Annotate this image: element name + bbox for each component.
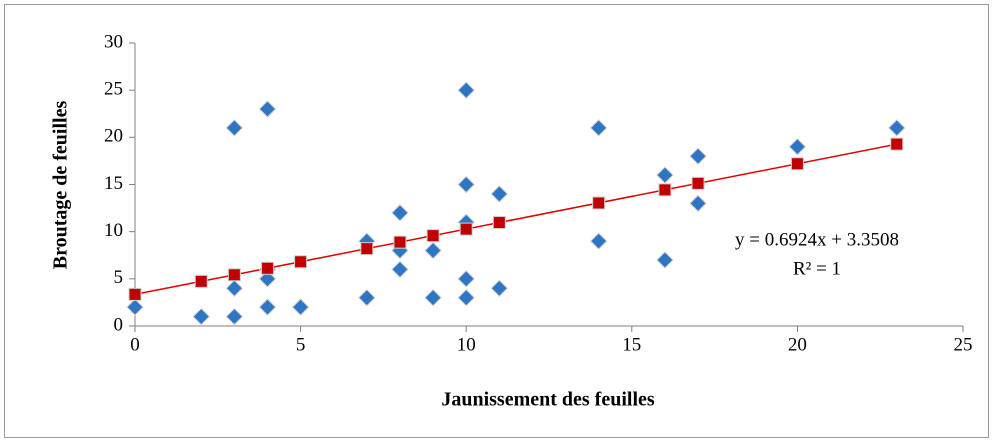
y-tick-label: 15	[104, 173, 123, 194]
data-point	[589, 119, 608, 137]
data-point	[424, 288, 442, 307]
y-tick-label: 20	[104, 126, 123, 147]
data-point	[656, 166, 674, 184]
data-point	[258, 270, 277, 288]
data-point	[225, 279, 244, 297]
data-point	[258, 298, 277, 316]
x-tick-label: 0	[130, 334, 140, 355]
data-point	[291, 298, 310, 316]
data-point	[788, 138, 807, 156]
data-point	[391, 260, 409, 279]
x-tick-label: 15	[622, 334, 641, 355]
x-tick-label: 25	[954, 334, 973, 355]
data-point	[258, 100, 277, 118]
fitted-point	[393, 235, 407, 249]
data-point	[457, 270, 475, 288]
data-point	[126, 298, 144, 316]
data-point	[490, 185, 509, 203]
data-point	[689, 194, 707, 213]
data-point	[888, 119, 906, 137]
fitted-point	[658, 183, 672, 197]
fitted-point	[691, 176, 705, 190]
data-point	[192, 307, 210, 326]
data-point	[225, 307, 244, 326]
fitted-point	[890, 137, 904, 151]
data-point	[589, 232, 608, 250]
fitted-point	[592, 196, 606, 210]
y-axis-title: Broutage de feuilles	[50, 101, 72, 270]
y-tick-label: 5	[114, 267, 124, 288]
data-point	[424, 241, 442, 260]
fitted-point	[128, 287, 142, 301]
fitted-point	[426, 229, 440, 243]
fitted-point	[194, 274, 208, 288]
fitted-point	[227, 268, 241, 282]
data-point	[656, 251, 674, 269]
fitted-point	[360, 242, 374, 256]
fitted-point	[492, 216, 506, 230]
equation: y = 0.6924x + 3.3508	[735, 229, 899, 250]
y-tick-label: 0	[114, 314, 124, 335]
data-point	[490, 279, 509, 297]
r-squared: R² = 1	[793, 258, 841, 279]
data-point	[457, 175, 475, 194]
fitted-point	[790, 157, 804, 171]
data-point	[391, 204, 409, 222]
y-tick-label: 25	[104, 79, 123, 100]
fitted-point	[260, 261, 274, 275]
x-axis-title: Jaunissement des feuilles	[441, 389, 655, 411]
fitted-point	[294, 255, 308, 269]
x-tick-label: 20	[788, 334, 807, 355]
data-point	[457, 81, 475, 99]
x-tick-label: 5	[296, 334, 306, 355]
y-tick-label: 10	[104, 220, 123, 241]
data-point	[358, 288, 376, 307]
fitted-point	[459, 222, 473, 236]
data-point	[225, 119, 244, 137]
data-point	[457, 288, 475, 307]
x-tick-label: 10	[457, 334, 476, 355]
y-tick-label: 30	[104, 31, 123, 52]
data-point	[689, 147, 707, 165]
